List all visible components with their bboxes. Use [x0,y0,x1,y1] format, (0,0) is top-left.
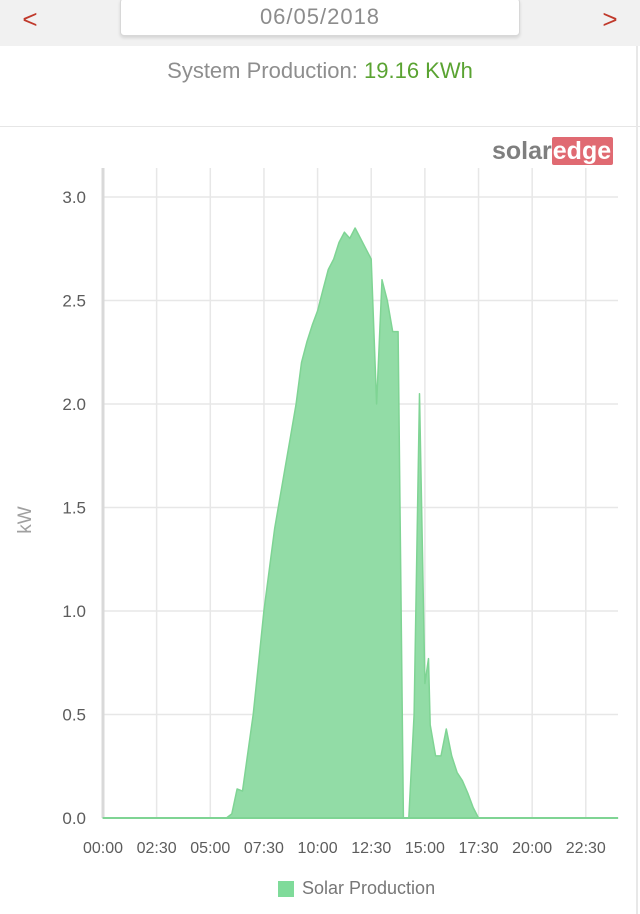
x-tick-label: 07:30 [244,840,284,857]
y-tick-label: 2.5 [62,292,86,311]
y-tick-label: 1.5 [62,499,86,518]
system-production-label: System Production: [167,58,365,83]
x-tick-label: 05:00 [190,840,230,857]
y-tick-label: 2.0 [62,395,86,414]
x-tick-label: 20:00 [512,840,552,857]
system-production-summary: System Production: 19.16 KWh [0,58,640,84]
top-bar: < 06/05/2018 > [0,0,640,46]
x-tick-label: 15:00 [405,840,445,857]
date-selector[interactable]: 06/05/2018 [120,0,520,36]
series-area-solar-production [102,227,619,819]
x-tick-label: 22:30 [566,840,606,857]
y-tick-label: 3.0 [62,188,86,207]
x-tick-label: 00:00 [83,840,123,857]
previous-day-button[interactable]: < [22,4,38,34]
system-production-value: 19.16 KWh [364,58,473,83]
legend-swatch-solar-production [278,880,294,897]
solaredge-logo: solaredge [492,136,614,166]
y-axis-label: kW [15,506,36,534]
header-divider [0,126,640,127]
page-edge-line [636,46,638,914]
logo-text-edge: edge [551,137,614,165]
y-tick-label: 0.5 [62,706,86,725]
chart-legend[interactable]: Solar Production [278,878,435,902]
x-tick-label: 17:30 [458,840,498,857]
legend-label-solar-production: Solar Production [302,878,436,898]
x-tick-label: 10:00 [298,840,338,857]
y-tick-label: 0.0 [62,809,86,828]
logo-text-solar: solar [492,137,552,165]
next-day-button[interactable]: > [602,4,618,34]
y-tick-label: 1.0 [62,602,86,621]
x-tick-label: 02:30 [137,840,177,857]
x-tick-label: 12:30 [351,840,391,857]
